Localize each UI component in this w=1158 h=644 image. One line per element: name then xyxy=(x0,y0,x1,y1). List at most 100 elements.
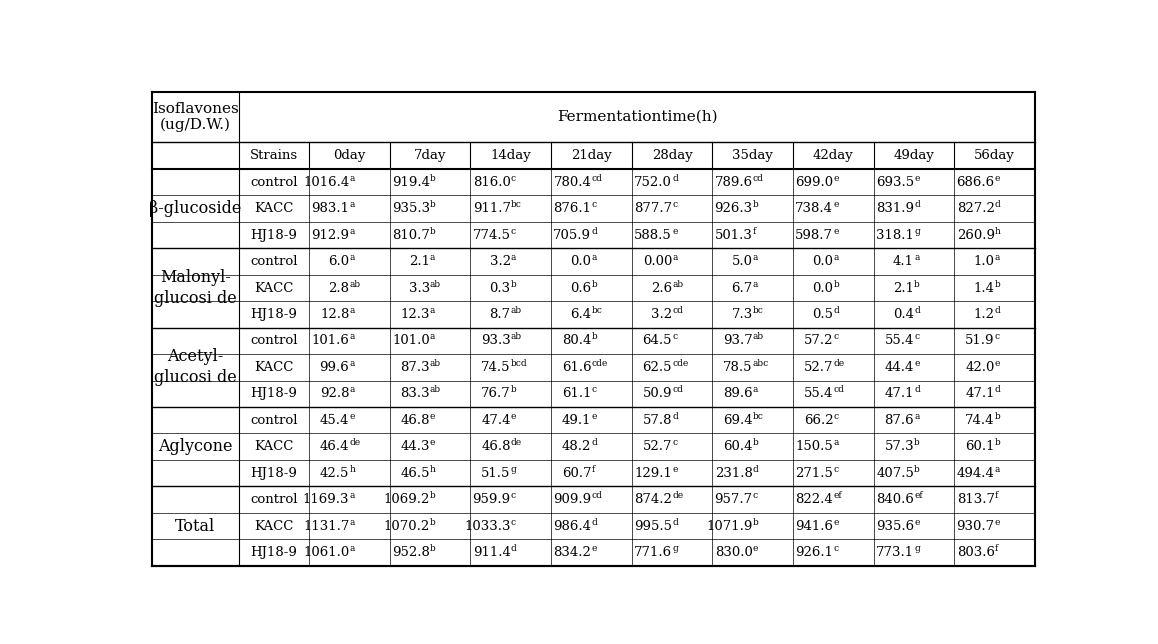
Text: ab: ab xyxy=(430,385,441,394)
Text: c: c xyxy=(592,200,596,209)
Text: b: b xyxy=(430,518,435,527)
Text: control: control xyxy=(250,334,298,347)
Text: c: c xyxy=(511,518,515,527)
Text: e: e xyxy=(430,412,435,421)
Text: g: g xyxy=(672,544,677,553)
Text: a: a xyxy=(995,253,1001,262)
Text: 909.9: 909.9 xyxy=(554,493,592,506)
Text: 2.8: 2.8 xyxy=(329,281,350,294)
Text: f: f xyxy=(995,491,998,500)
Text: 35day: 35day xyxy=(732,149,774,162)
Text: KACC: KACC xyxy=(255,440,294,453)
Text: 87.3: 87.3 xyxy=(401,361,430,374)
Text: control: control xyxy=(250,255,298,268)
Text: 101.0: 101.0 xyxy=(393,334,430,347)
Text: d: d xyxy=(511,544,516,553)
Text: e: e xyxy=(592,412,596,421)
Text: f: f xyxy=(592,465,594,474)
Text: 926.1: 926.1 xyxy=(796,546,834,559)
Text: e: e xyxy=(914,174,919,183)
Text: 57.8: 57.8 xyxy=(643,413,672,427)
Text: 46.4: 46.4 xyxy=(320,440,350,453)
Text: 150.5: 150.5 xyxy=(796,440,834,453)
Text: ab: ab xyxy=(430,359,441,368)
Text: 61.1: 61.1 xyxy=(562,387,592,401)
Text: 60.7: 60.7 xyxy=(562,467,592,480)
Text: 501.3: 501.3 xyxy=(714,229,753,242)
Text: 66.2: 66.2 xyxy=(804,413,834,427)
Text: 42.5: 42.5 xyxy=(320,467,350,480)
Text: 1.2: 1.2 xyxy=(974,308,995,321)
Text: KACC: KACC xyxy=(255,281,294,294)
Text: 840.6: 840.6 xyxy=(877,493,914,506)
Text: d: d xyxy=(914,200,919,209)
Text: 7day: 7day xyxy=(413,149,446,162)
Text: 318.1: 318.1 xyxy=(877,229,914,242)
Text: d: d xyxy=(995,306,1001,315)
Text: 83.3: 83.3 xyxy=(401,387,430,401)
Text: b: b xyxy=(430,544,435,553)
Text: d: d xyxy=(995,385,1001,394)
Text: 930.7: 930.7 xyxy=(957,520,995,533)
Text: b: b xyxy=(834,279,840,289)
Text: 827.2: 827.2 xyxy=(957,202,995,215)
Text: 231.8: 231.8 xyxy=(714,467,753,480)
Text: 1071.9: 1071.9 xyxy=(706,520,753,533)
Text: b: b xyxy=(430,174,435,183)
Text: d: d xyxy=(672,518,677,527)
Text: 6.0: 6.0 xyxy=(328,255,350,268)
Text: a: a xyxy=(672,253,677,262)
Text: 0.0: 0.0 xyxy=(813,281,834,294)
Text: 3.2: 3.2 xyxy=(490,255,511,268)
Text: e: e xyxy=(834,518,838,527)
Text: a: a xyxy=(430,306,435,315)
Text: e: e xyxy=(995,174,1001,183)
Text: 80.4: 80.4 xyxy=(562,334,592,347)
Text: 69.4: 69.4 xyxy=(723,413,753,427)
Text: b: b xyxy=(753,518,758,527)
Text: 44.4: 44.4 xyxy=(885,361,914,374)
Text: a: a xyxy=(350,359,354,368)
Text: 738.4: 738.4 xyxy=(796,202,834,215)
Text: 1069.2: 1069.2 xyxy=(383,493,430,506)
Text: 598.7: 598.7 xyxy=(796,229,834,242)
Text: β-glucoside: β-glucoside xyxy=(149,200,242,217)
Text: d: d xyxy=(592,227,598,236)
Text: 830.0: 830.0 xyxy=(714,546,753,559)
Text: 1033.3: 1033.3 xyxy=(464,520,511,533)
Text: 699.0: 699.0 xyxy=(796,176,834,189)
Text: 780.4: 780.4 xyxy=(554,176,592,189)
Text: d: d xyxy=(672,412,677,421)
Text: control: control xyxy=(250,176,298,189)
Text: c: c xyxy=(511,491,515,500)
Text: bc: bc xyxy=(511,200,521,209)
Text: e: e xyxy=(430,439,435,447)
Text: 3.2: 3.2 xyxy=(651,308,672,321)
Text: a: a xyxy=(753,253,758,262)
Text: 752.0: 752.0 xyxy=(635,176,672,189)
Text: a: a xyxy=(430,332,435,341)
Text: 7.3: 7.3 xyxy=(732,308,753,321)
Text: a: a xyxy=(753,279,758,289)
Text: 50.9: 50.9 xyxy=(643,387,672,401)
Text: c: c xyxy=(672,439,677,447)
Text: 47.1: 47.1 xyxy=(885,387,914,401)
Text: cd: cd xyxy=(672,306,683,315)
Text: 0.0: 0.0 xyxy=(813,255,834,268)
Text: e: e xyxy=(592,544,596,553)
Text: 42.0: 42.0 xyxy=(966,361,995,374)
Text: 911.7: 911.7 xyxy=(472,202,511,215)
Text: e: e xyxy=(834,200,838,209)
Text: Isoflavones
(ug/D.W.): Isoflavones (ug/D.W.) xyxy=(152,102,239,132)
Text: 2.6: 2.6 xyxy=(651,281,672,294)
Text: c: c xyxy=(995,332,999,341)
Text: 773.1: 773.1 xyxy=(875,546,914,559)
Text: 693.5: 693.5 xyxy=(875,176,914,189)
Text: a: a xyxy=(834,253,838,262)
Text: 12.8: 12.8 xyxy=(320,308,350,321)
Text: cd: cd xyxy=(592,491,602,500)
Text: b: b xyxy=(430,491,435,500)
Text: 935.6: 935.6 xyxy=(875,520,914,533)
Text: 494.4: 494.4 xyxy=(957,467,995,480)
Text: 957.7: 957.7 xyxy=(714,493,753,506)
